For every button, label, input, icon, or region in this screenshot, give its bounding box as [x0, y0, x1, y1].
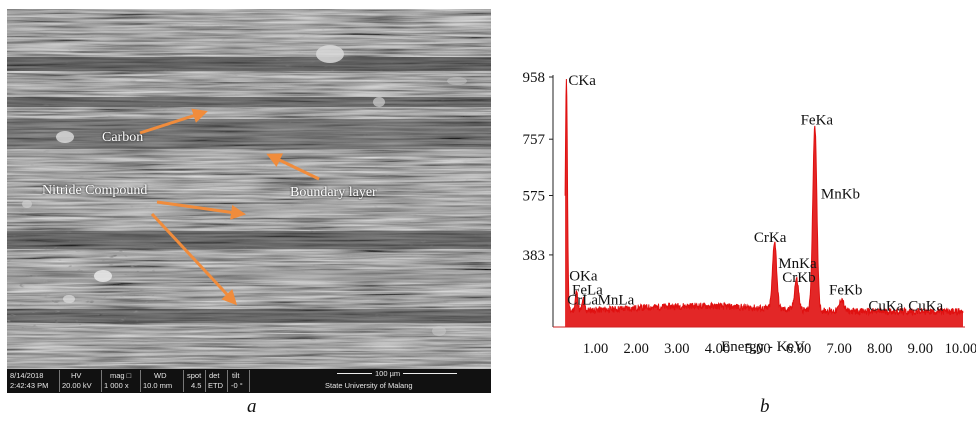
info-hv-title: HV [71, 371, 82, 380]
micrograph-texture [7, 9, 491, 369]
spectrum-area [565, 79, 963, 327]
carbon-label: Carbon [102, 130, 144, 145]
peak-label-crkb: CrKb [782, 270, 815, 286]
info-tilt-title: tilt [232, 371, 240, 380]
peak-label-mnkb: MnKb [821, 187, 860, 203]
nitride-arrow-2 [150, 212, 238, 306]
annotation-arrows [139, 108, 320, 306]
boundary-arrow [266, 153, 320, 181]
peak-label-crla: CrLa [567, 293, 598, 309]
info-tilt: -0 ° [231, 381, 243, 390]
info-spot: 4.5 [191, 381, 202, 390]
info-date: 8/14/2018 [10, 371, 44, 380]
eds-spectrum-chart: 958 757 575 383 1.00 2.00 3.00 4.00 5.00 6.00 7.0… [523, 70, 976, 357]
x-tick-label: 4.00 [705, 341, 730, 357]
x-tick-label: 8.00 [867, 341, 892, 357]
x-axis: 1.00 2.00 3.00 4.00 5.00 6.00 7.00 8.00 9.00 10.0… [583, 341, 976, 357]
peak-label-feka: FeKa [801, 112, 834, 128]
nitride-arrow-1 [156, 200, 246, 220]
carbon-arrow [139, 108, 208, 135]
sem-micrograph: Carbon Nitride Compound Boundary layer 8… [7, 9, 491, 393]
peak-label-crka: CrKa [754, 230, 787, 246]
peak-label-fekb: FeKb [829, 283, 862, 299]
y-axis: 958 757 575 383 [523, 70, 554, 327]
x-tick-label: 10.00 [945, 341, 976, 357]
info-hv: 20.00 kV [62, 381, 92, 390]
info-wd-title: WD [154, 371, 167, 380]
x-axis-title: Energy - KeV [721, 339, 805, 355]
peak-label-oka: OKa [569, 269, 598, 285]
info-det: ETD [208, 381, 223, 390]
x-tick-label: 3.00 [664, 341, 689, 357]
y-tick-label: 383 [523, 248, 546, 264]
y-tick-label: 757 [523, 132, 546, 148]
info-scale: 100 µm [372, 370, 404, 378]
x-tick-label: 2.00 [624, 341, 649, 357]
info-spot-title: spot [187, 371, 202, 380]
info-institution: State University of Malang [325, 381, 413, 390]
y-tick-label: 575 [523, 189, 546, 205]
caption-a: a [247, 396, 257, 417]
peak-label-mnka: MnKa [778, 256, 817, 272]
y-tick-label: 958 [523, 70, 546, 86]
peak-label-cuka: CuKa [868, 299, 903, 315]
caption-b: b [760, 396, 770, 417]
x-tick-label: 7.00 [826, 341, 851, 357]
info-det-title: det [209, 371, 220, 380]
peak-label-fela: FeLa [572, 283, 603, 299]
spectrum-line [564, 78, 964, 317]
x-tick-label: 6.00 [786, 341, 811, 357]
x-tick-label: 9.00 [908, 341, 933, 357]
info-mag-title: mag □ [110, 371, 132, 380]
sem-info-bar: 8/14/2018 2:42:43 PM HV 20.00 kV mag □ 1… [7, 369, 491, 393]
peak-label-cka: CKa [568, 73, 596, 89]
info-mag: 1 000 x [104, 381, 129, 390]
peak-label-mnla: MnLa [598, 293, 635, 309]
boundary-layer-label: Boundary layer [290, 185, 377, 200]
info-wd: 10.0 mm [143, 381, 173, 390]
spectrum-series [553, 78, 965, 328]
x-tick-label: 5.00 [745, 341, 770, 357]
x-tick-label: 1.00 [583, 341, 608, 357]
nitride-compound-label: Nitride Compound [42, 183, 148, 198]
info-time: 2:42:43 PM [10, 381, 49, 390]
peak-label-cuka: CuKa [908, 299, 943, 315]
